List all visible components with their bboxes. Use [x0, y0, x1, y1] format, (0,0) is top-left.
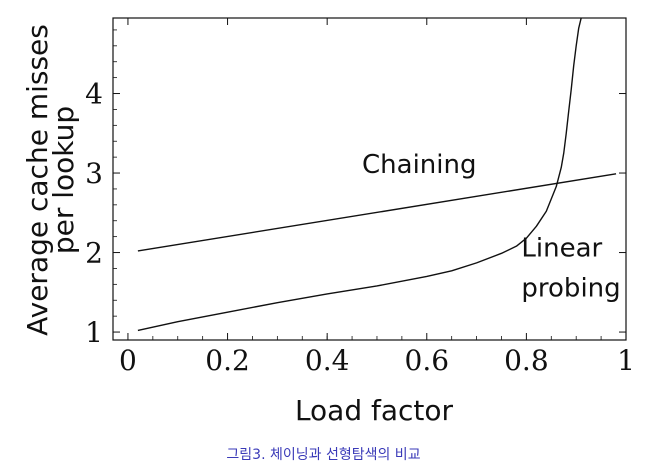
plot-frame [112, 17, 627, 341]
y-tick-label: 1 [85, 316, 103, 349]
y-axis-label-line2: per lookup [47, 106, 80, 254]
y-tick-label: 3 [85, 157, 103, 190]
series-line-linear-probing [137, 17, 582, 332]
x-axis-ticks: 0 0.2 0.4 0.6 0.8 1 [119, 18, 635, 377]
x-tick-label: 0 [119, 344, 137, 377]
y-tick-label: 4 [85, 78, 103, 111]
annotation-linear: Linear [521, 234, 602, 264]
figure-caption: 그림3. 체이닝과 선형탐색의 비교 [226, 447, 421, 463]
annotations: Chaining Linear probing [362, 150, 621, 303]
y-axis-label-line1: Average cache misses [21, 24, 54, 336]
series-layer [137, 17, 617, 332]
series-line-chaining [137, 173, 617, 252]
x-tick-label: 0.8 [504, 344, 549, 377]
x-axis-label: Load factor [295, 394, 454, 427]
x-tick-label: 0.4 [305, 344, 350, 377]
x-tick-label: 0.6 [405, 344, 450, 377]
annotation-probing: probing [521, 273, 620, 303]
annotation-chaining: Chaining [362, 150, 476, 180]
y-axis-ticks: 1 2 3 4 [85, 29, 626, 349]
x-tick-label: 1 [617, 344, 635, 377]
x-tick-label: 0.2 [205, 344, 250, 377]
y-tick-label: 2 [85, 237, 103, 270]
